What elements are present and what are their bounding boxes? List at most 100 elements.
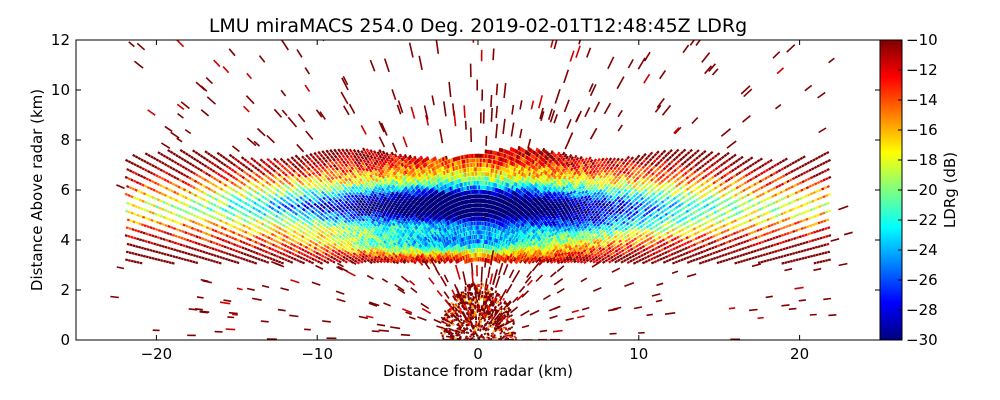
ldr-cell: [428, 230, 433, 236]
ldr-cell: [457, 202, 460, 207]
ldr-cell: [727, 190, 731, 195]
ldr-cell: [541, 237, 546, 242]
ldr-cell: [686, 214, 691, 218]
ldr-cell: [521, 244, 525, 250]
ldr-cell: [712, 251, 716, 255]
ldr-cell: [437, 197, 441, 202]
ldr-cell: [769, 237, 773, 241]
ldr-cell: [594, 225, 598, 230]
ldr-cell: [547, 203, 552, 208]
ldr-cell: [553, 245, 558, 250]
ldr-cell: [513, 163, 517, 168]
ldr-cell: [540, 235, 545, 240]
ldr-cell: [435, 194, 439, 199]
ldr-cell: [573, 204, 578, 209]
ldr-cell: [715, 250, 719, 254]
ldr-cell: [510, 180, 514, 185]
ldr-cell: [426, 211, 431, 216]
ldr-cell: [822, 211, 826, 215]
ldr-cell: [517, 164, 521, 170]
ldr-cell: [435, 209, 439, 214]
ldr-cell: [706, 220, 710, 224]
ldr-cell: [423, 167, 427, 173]
ldr-cell: [496, 183, 499, 188]
ldr-cell: [518, 200, 523, 205]
ldr-cell: [640, 206, 644, 210]
ldr-cell: [547, 163, 551, 168]
ldr-cell: [659, 196, 664, 200]
ldr-cell: [427, 174, 431, 180]
ldr-cell: [577, 218, 581, 223]
ldr-cell: [509, 147, 513, 152]
ldr-cell: [435, 240, 439, 245]
ldr-cell: [653, 256, 657, 260]
ldr-cell: [583, 195, 588, 200]
ldr-cell: [809, 247, 813, 251]
ldr-cell: [575, 201, 580, 206]
ldr-cell: [561, 186, 566, 191]
ldr-cell: [541, 250, 546, 255]
ldr-cell: [451, 162, 455, 167]
ldr-cell: [590, 225, 595, 230]
ldr-cell: [446, 211, 450, 216]
ldr-cell: [542, 232, 547, 237]
ldr-cell: [530, 227, 534, 232]
ldr-cell: [445, 226, 449, 231]
ldr-cell: [587, 254, 592, 258]
ldr-cell: [413, 182, 417, 187]
ldr-cell: [454, 207, 457, 213]
ldr-cell: [408, 214, 413, 220]
ldr-cell: [447, 187, 451, 192]
ldr-cell: [593, 186, 598, 191]
ldr-cell: [600, 163, 605, 168]
ldr-cell: [681, 217, 685, 221]
ldr-cell: [551, 201, 555, 206]
ldr-cell: [500, 157, 504, 162]
ldr-cell: [531, 201, 536, 206]
ldr-cell: [813, 238, 818, 242]
ldr-cell: [581, 205, 586, 210]
ldr-cell: [599, 183, 604, 188]
ldr-cell: [516, 244, 520, 249]
ldr-cell: [443, 189, 447, 194]
ldr-cell: [392, 155, 396, 160]
ldr-cell: [509, 227, 513, 233]
ldr-cell: [406, 194, 411, 200]
ldr-cell: [587, 210, 592, 215]
ldr-cell: [678, 175, 683, 180]
ldr-cell: [437, 238, 441, 243]
ldr-cell: [599, 213, 603, 217]
ldr-cell: [638, 193, 643, 197]
ldr-cell: [504, 224, 508, 229]
ldr-cell: [514, 149, 518, 154]
ldr-cell: [511, 200, 515, 205]
ldr-cell: [782, 247, 786, 251]
ldr-cell: [737, 242, 741, 246]
ldr-cell: [399, 180, 403, 185]
ldr-cell: [514, 168, 518, 173]
ldr-cell: [624, 167, 629, 172]
ldr-cell: [759, 157, 763, 161]
ldr-cell: [649, 168, 654, 172]
ldr-cell: [764, 190, 768, 195]
ldr-cell: [548, 209, 553, 214]
ldr-cell: [505, 220, 509, 225]
ldr-cell: [707, 225, 711, 229]
ldr-cell: [455, 202, 459, 207]
ldr-cell: [570, 235, 575, 240]
ldr-cell: [660, 189, 665, 194]
ldr-cell: [605, 248, 609, 252]
ldr-cell: [408, 170, 412, 176]
ldr-cell: [566, 157, 571, 162]
ldr-cell: [540, 178, 545, 183]
ldr-cell: [565, 218, 570, 223]
ldr-cell: [576, 170, 581, 175]
ldr-cell: [716, 209, 720, 213]
ldr-cell: [699, 201, 703, 205]
ldr-cell: [508, 222, 512, 227]
ldr-cell: [790, 169, 794, 174]
ldr-cell: [600, 223, 604, 228]
ldr-cell: [510, 204, 514, 209]
ldr-cell: [416, 211, 420, 216]
ldr-cell: [673, 201, 678, 205]
